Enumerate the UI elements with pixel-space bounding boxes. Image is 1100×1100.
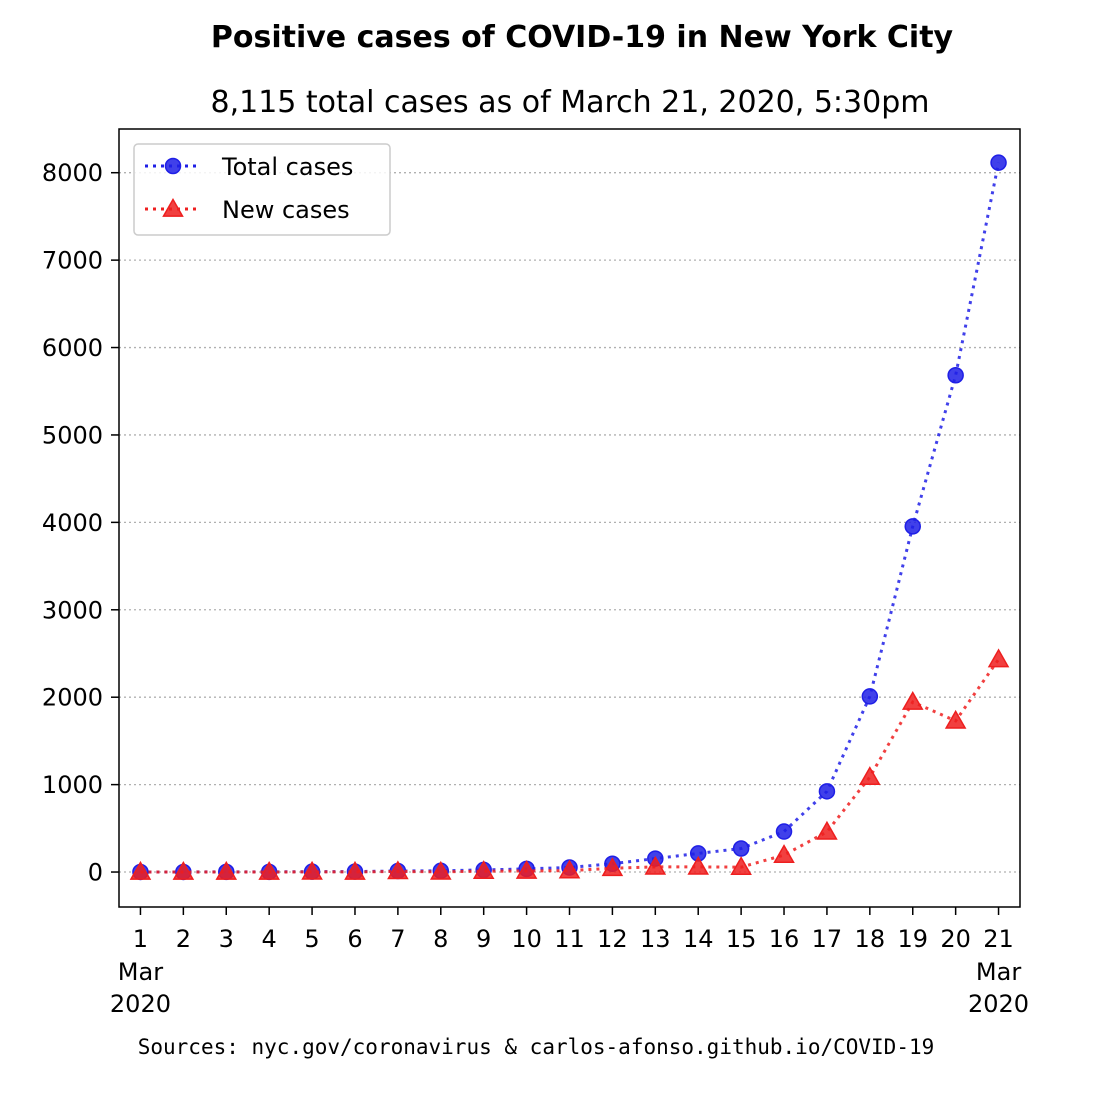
source-note: Sources: nyc.gov/coronavirus & carlos-af… [138, 1035, 935, 1059]
data-point-new-cases [601, 857, 624, 877]
data-point-new-cases [344, 860, 366, 880]
y-tick-label: 0 [88, 859, 103, 887]
data-point-new-cases [816, 820, 838, 840]
x-tick-label: 9 [476, 925, 491, 953]
data-point-new-cases [773, 844, 795, 863]
data-point-new-cases [172, 861, 195, 880]
series-line-total-cases [140, 162, 1001, 874]
x-tick-label: 4 [262, 925, 277, 953]
data-point-new-cases [644, 855, 667, 875]
data-point-new-cases [429, 860, 452, 880]
data-point-new-cases [387, 860, 409, 880]
data-point-new-cases [687, 855, 710, 875]
data-point-total-cases [861, 688, 879, 705]
x-start-month-label: Mar [118, 958, 163, 986]
y-tick-label: 8000 [42, 159, 103, 187]
y-tick-label: 7000 [42, 247, 103, 275]
x-tick-label: 11 [554, 925, 585, 953]
x-end-month-label: Mar [976, 958, 1021, 986]
x-tick-label: 6 [347, 925, 362, 953]
legend-marker-total-cases [164, 157, 182, 175]
x-tick-label: 12 [597, 925, 628, 953]
x-tick-label: 15 [726, 925, 757, 953]
data-point-new-cases [129, 860, 152, 880]
y-tick-label: 5000 [42, 421, 103, 449]
x-tick-label: 10 [511, 925, 542, 953]
data-point-new-cases [258, 861, 280, 880]
grid-lines [119, 172, 1020, 873]
data-point-total-cases [732, 840, 750, 857]
data-point-new-cases [730, 856, 752, 876]
x-tick-label: 5 [304, 925, 319, 953]
data-point-total-cases [904, 518, 921, 535]
x-tick-label: 1 [133, 925, 148, 953]
x-tick-label: 3 [219, 925, 234, 953]
plot-series [129, 154, 1010, 881]
y-tick-label: 6000 [42, 334, 103, 362]
data-point-new-cases [515, 859, 538, 879]
legend-box [133, 143, 391, 236]
data-point-total-cases [990, 154, 1007, 171]
x-tick-label: 14 [683, 925, 714, 953]
x-tick-label: 2 [176, 925, 191, 953]
chart-title: Positive cases of COVID-19 in New York C… [211, 20, 954, 55]
data-point-new-cases [859, 766, 881, 785]
legend: Total cases New cases [133, 143, 391, 236]
data-point-total-cases [947, 367, 964, 384]
x-start-year-label: 2020 [110, 990, 171, 1018]
x-tick-label: 17 [812, 925, 843, 953]
x-tick-label: 18 [855, 925, 886, 953]
x-end-year-label: 2020 [968, 990, 1029, 1018]
data-point-total-cases [775, 823, 793, 840]
x-tick-label: 16 [769, 925, 800, 953]
legend-label-new-cases: New cases [222, 196, 350, 224]
data-point-new-cases [944, 709, 967, 729]
data-point-new-cases [558, 859, 581, 879]
chart-subtitle: 8,115 total cases as of March 21, 2020, … [211, 85, 930, 120]
y-tick-label: 2000 [42, 684, 103, 712]
data-point-total-cases [818, 783, 836, 800]
legend-marker-new-cases [162, 197, 184, 217]
x-tick-label: 8 [433, 925, 448, 953]
y-tick-label: 4000 [42, 509, 103, 537]
data-point-new-cases [215, 860, 238, 880]
data-point-new-cases [472, 860, 495, 880]
plot-area-frame [118, 128, 1021, 908]
series-new-cases [129, 648, 1010, 880]
legend-marker-shape [162, 197, 184, 217]
y-tick-label: 1000 [42, 771, 103, 799]
series-total-cases [132, 154, 1007, 881]
data-point-new-cases [301, 860, 323, 880]
x-tick-label: 7 [390, 925, 405, 953]
legend-label-total-cases: Total cases [221, 153, 353, 181]
x-tick-label: 19 [897, 925, 928, 953]
x-tick-label: 20 [940, 925, 971, 953]
y-tick-label: 3000 [42, 596, 103, 624]
data-point-new-cases [987, 648, 1010, 668]
data-point-new-cases [901, 690, 924, 710]
x-tick-label: 13 [640, 925, 671, 953]
x-tick-label: 21 [983, 925, 1014, 953]
legend-marker-shape [164, 157, 182, 175]
